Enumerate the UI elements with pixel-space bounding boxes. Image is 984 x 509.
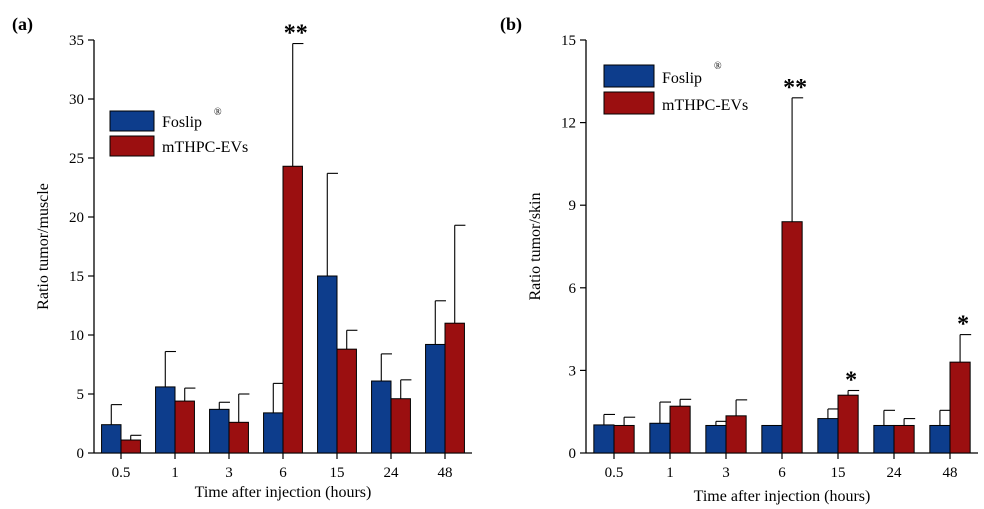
x-tick-label: 0.5 [605,465,624,481]
bar-mthpc-evs [613,424,635,454]
y-tick-label: 35 [69,33,84,49]
y-tick-label: 3 [569,363,577,379]
bar-mthpc-evs [444,322,465,454]
y-tick-label: 15 [69,269,84,285]
bar-mthpc-evs [781,221,803,454]
legend-swatch [603,91,655,115]
panel-b: (b) 0 3 6 9 12 15 0.5 1 3 6 15 24 48 Time after inject… [500,14,978,505]
bar-mthpc-evs [725,415,747,454]
y-axis-label: Ratio tumor/skin [527,193,544,301]
y-tick-label: 30 [69,92,84,108]
bar-foslip [155,386,176,454]
bar-mthpc-evs [669,405,691,454]
bar-mthpc-evs [837,394,859,454]
y-tick-label: 0 [569,446,577,462]
x-tick-label: 1 [666,465,674,481]
legend-swatch [603,64,655,88]
bar-foslip [101,424,122,454]
bar-mthpc-evs [228,421,249,454]
x-tick-label: 6 [778,465,786,481]
bar-foslip [873,424,895,454]
y-tick-label: 9 [569,198,577,214]
bar-foslip [761,424,783,454]
x-tick-label: 24 [384,465,400,481]
legend-label: mTHPC-EVs [662,97,748,114]
y-tick-label: 20 [69,210,84,226]
legend-superscript: ® [714,61,722,72]
y-tick-label: 0 [77,446,85,462]
bar-foslip [317,275,338,454]
panel-a: (a) 0 5 10 15 20 25 30 35 0.5 1 3 6 15 24 48 Time after … [12,14,472,501]
x-axis-label: Time after injection (hours) [694,488,871,505]
x-tick-label: 0.5 [112,465,131,481]
bar-foslip [929,424,951,454]
bar-foslip [425,343,446,454]
y-tick-label: 6 [569,281,577,297]
x-tick-label: 48 [438,465,453,481]
x-tick-label: 6 [279,465,287,481]
x-axis-label: Time after injection (hours) [195,484,372,501]
bar-foslip [705,424,727,454]
legend-superscript: ® [214,107,222,118]
bar-foslip [209,408,230,454]
panel-label: (a) [12,14,33,35]
y-axis-label: Ratio tumor/muscle [35,183,52,310]
bar-mthpc-evs [893,424,915,454]
y-tick-label: 10 [69,328,84,344]
x-tick-label: 1 [171,465,179,481]
x-tick-label: 15 [831,465,846,481]
x-tick-label: 3 [225,465,233,481]
significance-marker: * [845,367,857,393]
bar-mthpc-evs [949,361,971,454]
bar-foslip [371,380,392,454]
bar-foslip [649,422,671,454]
bar-mthpc-evs [174,400,195,454]
bar-foslip [263,412,284,454]
significance-marker: ** [284,21,308,47]
legend-label: Foslip [162,114,202,131]
legend-label: mTHPC-EVs [162,139,248,156]
bar-mthpc-evs [120,439,141,454]
legend-label: Foslip [662,70,702,87]
bar-mthpc-evs [390,398,411,454]
legend-swatch [109,135,155,157]
x-tick-label: 24 [887,465,903,481]
x-tick-label: 15 [330,465,345,481]
x-tick-label: 48 [943,465,958,481]
significance-marker: * [957,312,969,338]
bar-foslip [593,424,615,454]
x-tick-label: 3 [722,465,730,481]
y-tick-label: 15 [561,33,576,49]
y-tick-label: 5 [77,387,85,403]
bar-foslip [817,418,839,454]
y-tick-label: 12 [561,116,576,132]
significance-marker: ** [783,75,807,101]
legend-swatch [109,110,155,132]
y-tick-label: 25 [69,151,84,167]
bar-mthpc-evs [336,348,357,454]
bar-mthpc-evs [282,165,303,454]
panel-label: (b) [500,14,522,35]
